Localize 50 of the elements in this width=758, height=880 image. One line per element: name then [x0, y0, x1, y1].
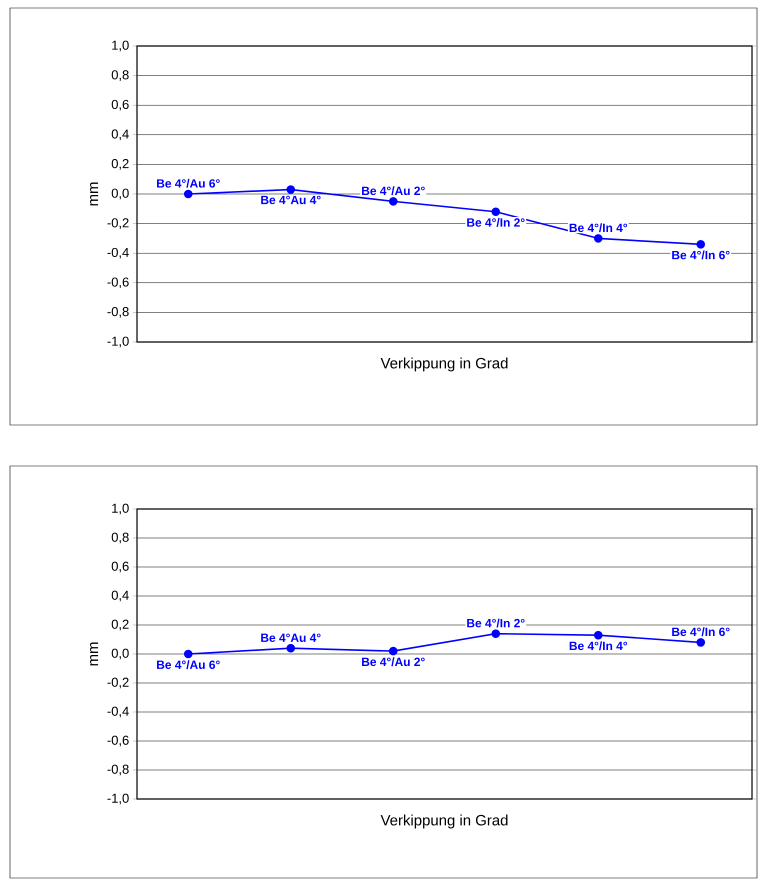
data-label: Be 4°/Au 2°: [362, 657, 425, 666]
y-tick-label: 0,0: [112, 648, 129, 660]
point: [594, 234, 603, 243]
y-tick-label: -1,0: [107, 794, 129, 804]
data-label: Be 4°Au 4°: [261, 634, 321, 642]
y-tick-label: -0,8: [107, 764, 129, 776]
y-tick-label: 0,8: [112, 532, 129, 544]
point: [184, 190, 193, 198]
y-tick-label: -0,2: [107, 218, 129, 229]
data-label: Be 4°/In 4°: [570, 223, 628, 232]
x-axis-title: Verkippung in Grad: [380, 814, 508, 828]
point: [491, 629, 500, 638]
point: [388, 646, 398, 656]
y-tick-label: 0,4: [112, 129, 129, 140]
data-label: Be 4°/In 2°: [467, 618, 525, 628]
y-tick-label: 0,2: [112, 620, 129, 630]
data-label: Be 4°/In 6°: [672, 250, 730, 260]
data-label: Be 4°Au 4°: [261, 196, 321, 204]
y-tick-label: -0,2: [107, 678, 129, 688]
y-tick-label: -0,8: [107, 307, 129, 318]
y-tick-label: 0,6: [112, 100, 129, 111]
data-label: Be 4°/Au 6°: [157, 178, 220, 188]
y-tick-label: -0,4: [107, 248, 129, 259]
point: [388, 197, 398, 206]
data-label: Be 4°/In 4°: [570, 641, 628, 650]
point: [594, 630, 603, 640]
point: [491, 207, 500, 216]
data-label: Be 4°/In 2°: [467, 218, 525, 227]
y-axis-title: mm: [90, 642, 98, 666]
data-label: Be 4°/Au 2°: [362, 186, 425, 196]
y-tick-label: -0,4: [107, 706, 129, 718]
y-tick-label: 0,4: [112, 590, 129, 602]
y-tick-label: 0,0: [112, 188, 129, 200]
y-axis-title: mm: [90, 182, 98, 206]
y-tick-label: 1,0: [112, 504, 129, 514]
data-label: Be 4°/Au 6°: [157, 660, 220, 670]
point: [696, 638, 706, 647]
y-tick-label: 0,8: [112, 70, 129, 81]
point: [286, 644, 296, 652]
y-tick-label: 1,0: [112, 40, 129, 52]
point: [696, 240, 706, 249]
point: [184, 650, 193, 658]
y-tick-label: 0,2: [112, 159, 129, 170]
y-tick-label: -0,6: [107, 277, 129, 288]
y-tick-label: 0,6: [112, 562, 129, 572]
y-tick-label: -1,0: [107, 336, 129, 348]
point: [286, 185, 296, 194]
x-axis-title: Verkippung in Grad: [380, 358, 508, 372]
y-tick-label: -0,6: [107, 736, 129, 746]
data-label: Be 4°/In 6°: [672, 627, 730, 636]
